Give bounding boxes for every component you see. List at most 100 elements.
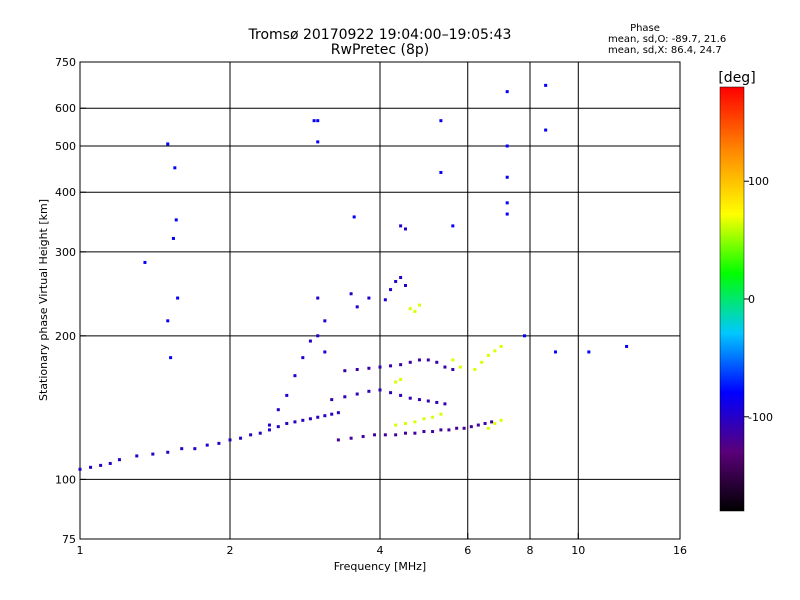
data-point (276, 425, 280, 429)
data-point (447, 428, 451, 432)
data-point (355, 305, 359, 309)
data-point (505, 201, 509, 205)
data-point (389, 391, 393, 395)
data-point (439, 119, 443, 123)
colorbar-tick-label: -100 (748, 411, 773, 424)
data-point (174, 218, 178, 222)
data-point (403, 283, 407, 287)
data-point (399, 377, 403, 381)
data-point (544, 128, 548, 132)
data-point (413, 431, 417, 435)
phase-info-x: mean, sd,X: 86.4, 24.7 (608, 45, 722, 56)
data-point (490, 420, 494, 424)
data-point (431, 415, 435, 419)
data-point (505, 175, 509, 179)
data-point (285, 393, 289, 397)
data-point (439, 170, 443, 174)
y-tick-label: 75 (62, 533, 76, 546)
colorbar-tick-label: 0 (748, 293, 755, 306)
data-point (343, 395, 347, 399)
data-point (173, 166, 177, 170)
data-point (166, 450, 170, 454)
y-axis-label: Stationary phase Virtual Height [km] (37, 199, 50, 401)
data-point (389, 288, 393, 292)
data-point (323, 319, 327, 323)
x-tick-label: 10 (571, 544, 585, 557)
data-point (343, 369, 347, 373)
chart-title: Tromsø 20170922 19:04:00–19:05:43 (248, 27, 512, 43)
x-tick-label: 16 (673, 544, 687, 557)
data-point (403, 421, 407, 425)
data-point (413, 420, 417, 424)
data-point (523, 334, 527, 338)
data-point (330, 398, 334, 402)
data-point (435, 400, 439, 404)
data-point (367, 296, 371, 300)
data-point (394, 433, 398, 437)
data-point (367, 389, 371, 393)
axis-ticks: 1 2 4 6 8 10 16 75 100 200 300 400 500 600 750 (55, 56, 687, 557)
data-point (308, 417, 312, 421)
data-point (426, 399, 430, 403)
colorbar (719, 86, 745, 512)
data-point (367, 366, 371, 370)
data-point (389, 364, 393, 368)
data-point (383, 433, 387, 437)
data-point (108, 461, 112, 465)
data-point (249, 433, 253, 437)
data-point (316, 140, 320, 144)
data-point (399, 393, 403, 397)
data-point (399, 276, 403, 280)
data-point (443, 402, 447, 406)
data-point (258, 431, 262, 435)
data-point (205, 443, 209, 447)
data-point (443, 365, 447, 369)
data-point (228, 438, 232, 442)
data-point (435, 360, 439, 364)
data-point (394, 423, 398, 427)
data-point (166, 142, 170, 146)
data-point (169, 356, 173, 360)
data-point (544, 83, 548, 87)
grid (80, 62, 680, 539)
data-point (373, 433, 377, 437)
data-point (78, 467, 82, 471)
data-point (505, 90, 509, 94)
data-point (480, 360, 484, 364)
data-point (352, 215, 356, 219)
data-point (455, 426, 459, 430)
data-point (451, 224, 455, 228)
data-point (408, 396, 412, 400)
data-point (426, 358, 430, 362)
data-point (493, 349, 497, 353)
y-tick-label: 750 (55, 56, 76, 69)
data-point (422, 430, 426, 434)
data-point (336, 411, 340, 415)
data-point (413, 309, 417, 313)
data-point (493, 421, 497, 425)
data-point (349, 436, 353, 440)
data-point (336, 438, 340, 442)
data-point (239, 436, 243, 440)
data-point (499, 418, 503, 422)
data-point (408, 360, 412, 364)
y-tick-label: 400 (55, 186, 76, 199)
data-point (378, 388, 382, 392)
data-point (301, 418, 305, 422)
data-point (417, 303, 421, 307)
x-tick-label: 6 (464, 544, 471, 557)
data-point (451, 358, 455, 362)
data-point (89, 465, 93, 469)
data-point (171, 236, 175, 240)
data-point (483, 421, 487, 425)
y-tick-label: 100 (55, 473, 76, 486)
data-point (276, 408, 280, 412)
data-point (293, 374, 297, 378)
x-tick-label: 1 (77, 544, 84, 557)
data-point (180, 447, 184, 451)
data-point (451, 367, 455, 371)
data-point (316, 334, 320, 338)
data-point (267, 423, 271, 427)
